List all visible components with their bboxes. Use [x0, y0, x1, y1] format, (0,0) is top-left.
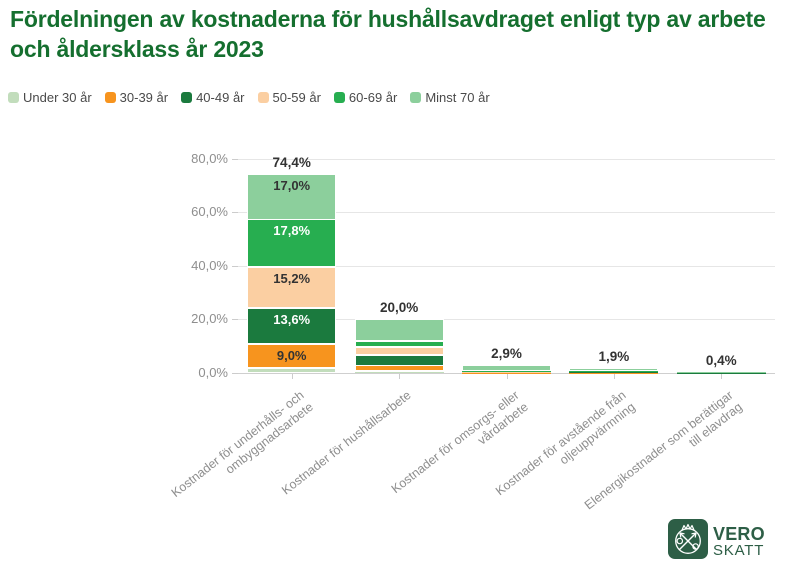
- bar-segment[interactable]: [247, 266, 337, 308]
- bar-segment[interactable]: [354, 365, 444, 372]
- bar-segment[interactable]: [354, 346, 444, 355]
- bar-segment[interactable]: [354, 371, 444, 373]
- y-axis-label: 60,0%: [191, 204, 228, 220]
- bar-total-label: 20,0%: [379, 300, 419, 316]
- bar-segment[interactable]: [354, 354, 444, 366]
- y-axis-label: 80,0%: [191, 150, 228, 166]
- bar-segment-label: 13,6%: [273, 311, 311, 327]
- bar-segment[interactable]: [247, 368, 337, 374]
- legend-swatch: [410, 92, 422, 103]
- x-axis-tick: [291, 374, 293, 379]
- bar-segment-label: 17,8%: [273, 223, 311, 239]
- bar-segment[interactable]: [247, 307, 337, 344]
- legend-swatch: [181, 92, 193, 103]
- bar-segment[interactable]: [247, 344, 337, 369]
- bar-segment-label: 15,2%: [273, 270, 311, 286]
- legend-item-4[interactable]: 60-69 år: [333, 90, 398, 105]
- legend-item-3[interactable]: 50-59 år: [257, 90, 321, 105]
- bar-segment[interactable]: [569, 372, 659, 374]
- legend-label: Under 30 år: [23, 90, 92, 105]
- y-axis-label: 40,0%: [191, 257, 228, 273]
- bar-segment[interactable]: [462, 372, 551, 374]
- legend-item-2[interactable]: 40-49 år: [181, 90, 245, 105]
- bar-total-label: 2,9%: [491, 346, 522, 362]
- bar-total-label: 74,4%: [272, 154, 311, 170]
- y-axis-tick: [232, 319, 238, 321]
- legend-label: Minst 70 år: [425, 90, 490, 105]
- x-axis-tick: [399, 374, 401, 379]
- legend-item-1[interactable]: 30-39 år: [104, 90, 169, 105]
- bar-segment[interactable]: [569, 367, 659, 371]
- y-axis-label: 0,0%: [198, 365, 228, 380]
- bar-segment[interactable]: [462, 365, 551, 372]
- y-gridline: [232, 212, 775, 214]
- x-axis-tick: [506, 374, 508, 379]
- y-axis-label: 20,0%: [191, 311, 228, 327]
- y-gridline: [232, 265, 775, 267]
- vero-emblem-icon: [668, 519, 708, 564]
- y-gridline: [232, 158, 775, 160]
- vero-skatt-logo: VERO SKATT: [668, 519, 765, 564]
- legend-swatch: [333, 92, 345, 103]
- bar-segment[interactable]: [569, 371, 659, 373]
- legend-swatch: [104, 92, 116, 103]
- x-axis-tick: [721, 374, 723, 379]
- legend: Under 30 år 30-39 år 40-49 år 50-59 år 60-69…: [8, 90, 490, 105]
- y-axis-tick: [232, 158, 238, 160]
- bar-total-label: 1,9%: [598, 348, 630, 364]
- bar-segment[interactable]: [354, 319, 444, 342]
- legend-item-0[interactable]: Under 30 år: [8, 90, 92, 105]
- legend-label: 50-59 år: [272, 90, 321, 105]
- x-axis-category-label: Kostnader för omsorgs- eller vårdarbete: [388, 388, 531, 497]
- logo-word-skatt: SKATT: [713, 541, 765, 559]
- legend-label: 40-49 år: [196, 90, 245, 105]
- y-axis-tick: [232, 212, 238, 214]
- legend-label: 30-39 år: [119, 90, 169, 105]
- legend-swatch: [257, 92, 269, 103]
- bar-segment[interactable]: [462, 370, 551, 372]
- legend-label: 60-69 år: [348, 90, 398, 105]
- x-axis-category-label: Kostnader för avstående från oljeuppvärm…: [492, 388, 638, 499]
- bar-segment[interactable]: [247, 173, 337, 220]
- bar-segment[interactable]: [247, 219, 337, 268]
- bar-segment-label: 17,0%: [273, 177, 311, 193]
- logo-text: VERO SKATT: [713, 525, 765, 559]
- y-axis-tick: [232, 373, 238, 374]
- x-axis-tick: [613, 374, 615, 379]
- bar-total-label: 0,4%: [705, 352, 737, 368]
- bar-segment[interactable]: [676, 371, 766, 373]
- bar-segment[interactable]: [462, 371, 551, 373]
- legend-item-5[interactable]: Minst 70 år: [410, 90, 490, 105]
- legend-swatch: [8, 92, 19, 103]
- x-axis-category-label: Kostnader för underhålls- och ombyggnads…: [168, 388, 316, 500]
- y-axis-tick: [232, 265, 238, 267]
- bar-segment-label: 9,0%: [276, 348, 307, 364]
- bar-segment[interactable]: [569, 370, 659, 372]
- logo-word-vero: VERO: [713, 523, 765, 544]
- page-title: Fördelningen av kostnaderna för hushålls…: [10, 6, 766, 62]
- bar-segment[interactable]: [354, 341, 444, 348]
- y-gridline: [232, 319, 775, 321]
